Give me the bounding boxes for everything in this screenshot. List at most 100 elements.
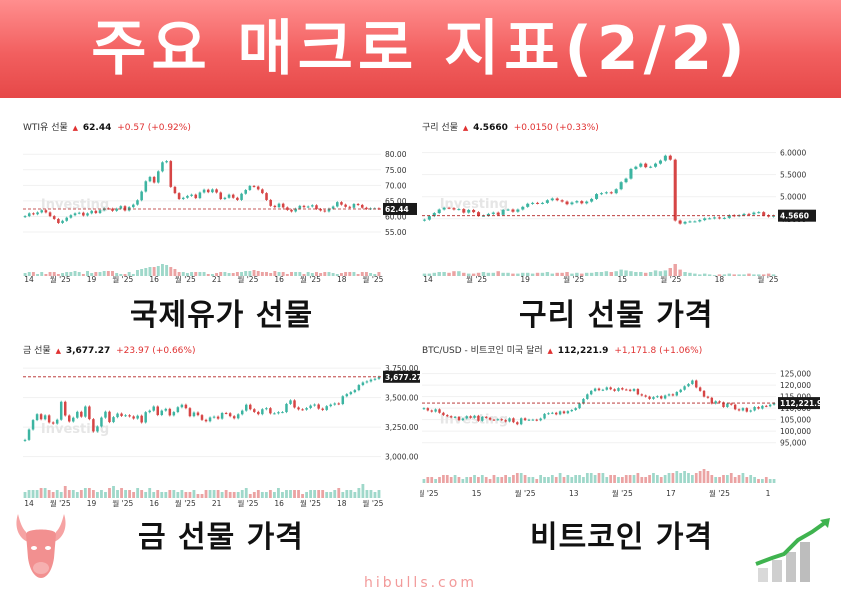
candle bbox=[496, 419, 500, 421]
volume-bar bbox=[176, 492, 180, 498]
volume-bar bbox=[216, 490, 220, 498]
candle bbox=[164, 408, 168, 411]
candle bbox=[208, 417, 212, 422]
asset-price: 112,221.9 bbox=[557, 346, 609, 356]
volume-bar bbox=[69, 272, 73, 276]
x-tick-label: 16 bbox=[149, 499, 159, 508]
volume-bar bbox=[277, 488, 280, 498]
candle bbox=[273, 205, 277, 208]
candle bbox=[737, 409, 741, 411]
volume-bar bbox=[727, 273, 732, 276]
x-tick-label: 18 bbox=[337, 499, 347, 508]
candle bbox=[44, 210, 48, 213]
candle bbox=[177, 193, 181, 200]
x-tick-label: 13 bbox=[569, 489, 579, 498]
volume-bar bbox=[547, 477, 550, 483]
volume-bar bbox=[128, 490, 132, 498]
candle bbox=[488, 417, 492, 420]
volume-bar bbox=[377, 490, 381, 498]
x-tick-label: 월 '25 bbox=[112, 274, 133, 284]
volume-bar bbox=[200, 494, 204, 498]
volume-bar bbox=[496, 477, 500, 483]
volume-bar bbox=[111, 271, 114, 276]
volume-bar bbox=[369, 490, 373, 498]
volume-bar bbox=[488, 479, 492, 483]
candle bbox=[540, 202, 544, 204]
volume-bar bbox=[349, 490, 353, 498]
volume-bar bbox=[484, 477, 488, 483]
candle bbox=[452, 208, 456, 210]
volume-bar bbox=[619, 269, 623, 276]
volume-bar bbox=[543, 477, 546, 483]
x-tick-label: 16 bbox=[274, 275, 284, 284]
volume-bar bbox=[519, 473, 523, 483]
candle bbox=[132, 416, 135, 419]
volume-bar bbox=[506, 272, 510, 276]
candle bbox=[558, 411, 562, 415]
candle bbox=[575, 201, 579, 203]
x-tick-label: 14 bbox=[24, 499, 34, 508]
candle bbox=[136, 415, 139, 419]
candle bbox=[331, 206, 335, 209]
volume-bar bbox=[73, 271, 77, 276]
candle bbox=[269, 408, 272, 414]
volume-bar bbox=[466, 273, 471, 276]
volume-bar bbox=[582, 477, 585, 483]
volume-bar bbox=[437, 272, 441, 276]
volume-bar bbox=[188, 492, 192, 498]
candle bbox=[116, 413, 119, 418]
volume-bar bbox=[285, 274, 289, 276]
volume-bar bbox=[601, 473, 605, 483]
volume-bar bbox=[628, 475, 632, 483]
volume-bar bbox=[668, 268, 673, 276]
candle bbox=[691, 380, 694, 384]
candle bbox=[465, 416, 468, 419]
candle bbox=[531, 419, 535, 421]
candle bbox=[506, 209, 510, 211]
candle bbox=[765, 405, 768, 407]
watermark: Investing bbox=[440, 413, 508, 428]
candle bbox=[634, 166, 638, 169]
candle bbox=[47, 415, 51, 423]
volume-bar bbox=[453, 475, 457, 483]
candle bbox=[652, 397, 655, 399]
x-tick-label: 월 '25 bbox=[112, 498, 133, 508]
volume-bar bbox=[273, 271, 277, 276]
candle bbox=[636, 389, 640, 395]
volume-bar bbox=[430, 477, 434, 483]
volume-bar bbox=[315, 272, 318, 276]
candle bbox=[713, 217, 717, 219]
candle bbox=[467, 209, 471, 213]
candle bbox=[601, 389, 605, 391]
volume-bar bbox=[116, 490, 119, 498]
volume-bar bbox=[169, 267, 173, 276]
x-tick-label: 16 bbox=[149, 275, 159, 284]
candle bbox=[481, 416, 484, 421]
x-tick-label: 1 bbox=[766, 489, 771, 498]
volume-bar bbox=[115, 273, 119, 276]
candle bbox=[749, 410, 752, 412]
candle bbox=[55, 419, 59, 424]
candle bbox=[768, 404, 772, 407]
candle bbox=[349, 392, 353, 395]
candle bbox=[605, 387, 608, 390]
watermark: Investing bbox=[41, 422, 109, 437]
candle bbox=[679, 389, 682, 393]
price-tag-bg bbox=[383, 370, 423, 383]
candle bbox=[90, 210, 93, 214]
volume-bar bbox=[511, 273, 515, 276]
volume-bar bbox=[757, 479, 760, 483]
volume-bar bbox=[260, 492, 264, 498]
volume-bar bbox=[244, 488, 248, 498]
volume-bar bbox=[298, 272, 302, 276]
candle bbox=[256, 186, 260, 190]
candle bbox=[169, 161, 173, 187]
candle bbox=[422, 219, 426, 221]
candle bbox=[361, 382, 365, 386]
y-tick-label: 80.00 bbox=[385, 150, 407, 159]
volume-bar bbox=[688, 272, 692, 276]
candle bbox=[516, 209, 520, 212]
candle bbox=[39, 414, 43, 420]
candle bbox=[675, 392, 679, 396]
page-title: 주요 매크로 지표(2/2) bbox=[91, 14, 750, 84]
